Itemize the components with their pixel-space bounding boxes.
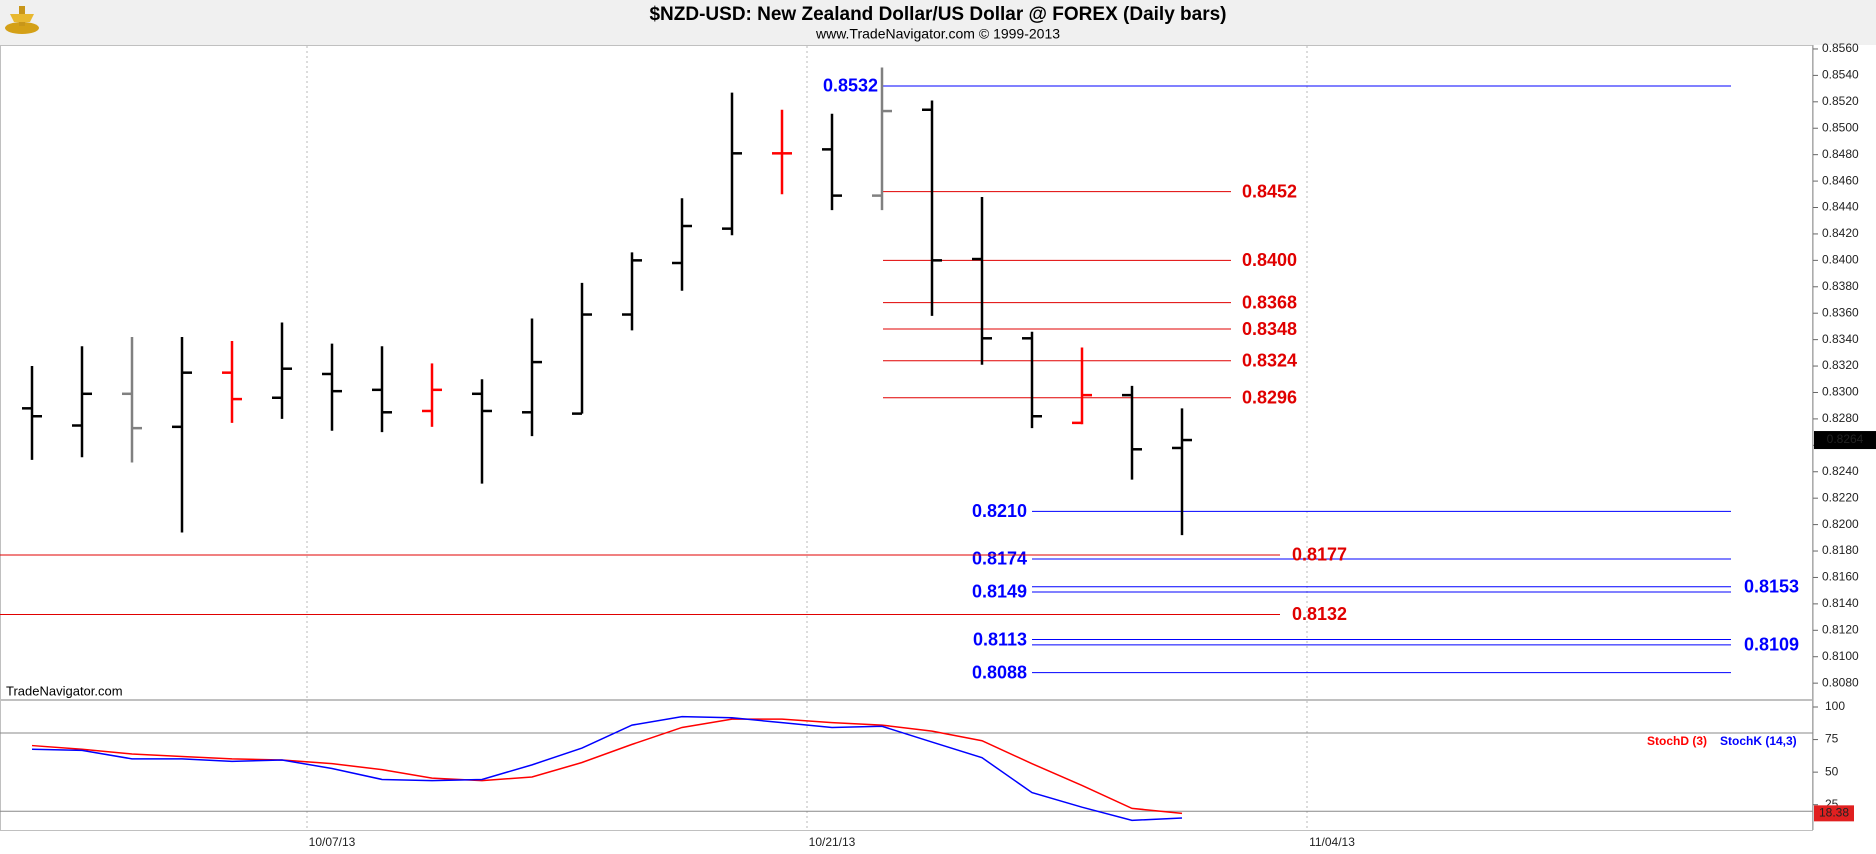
y-tick-label: 0.8540 xyxy=(1822,68,1859,82)
x-tick-label: 10/21/13 xyxy=(809,835,856,849)
level-label: 0.8452 xyxy=(1242,181,1297,201)
y-tick-label: 50 xyxy=(1825,764,1839,778)
level-label: 0.8132 xyxy=(1292,604,1347,624)
legend-entry: StochD (3) xyxy=(1647,734,1707,748)
level-label: 0.8177 xyxy=(1292,545,1347,565)
stoch-panel xyxy=(0,700,1813,831)
y-tick-label: 0.8520 xyxy=(1822,94,1859,108)
y-tick-label: 0.8380 xyxy=(1822,279,1859,293)
y-tick-label: 0.8320 xyxy=(1822,358,1859,372)
level-label: 0.8109 xyxy=(1744,635,1799,655)
y-tick-label: 0.8400 xyxy=(1822,253,1859,267)
last-price-label: 0.8264 xyxy=(1827,432,1864,446)
logo xyxy=(5,6,39,34)
y-tick-label: 0.8220 xyxy=(1822,490,1859,504)
y-tick-label: 0.8500 xyxy=(1822,120,1859,134)
level-label: 0.8532 xyxy=(823,76,878,96)
price-panel xyxy=(0,45,1813,700)
y-tick-label: 0.8440 xyxy=(1822,200,1859,214)
header-bar xyxy=(0,0,1876,45)
level-label: 0.8324 xyxy=(1242,351,1297,371)
last-value-label: 18.38 xyxy=(1819,806,1849,820)
y-tick-label: 0.8160 xyxy=(1822,570,1859,584)
y-tick-label: 0.8240 xyxy=(1822,464,1859,478)
last-price-box xyxy=(1814,431,1876,450)
y-tick-label: 75 xyxy=(1825,732,1839,746)
x-tick-label: 10/07/13 xyxy=(309,835,356,849)
y-tick-label: 0.8480 xyxy=(1822,147,1859,161)
watermark: TradeNavigator.com xyxy=(6,683,123,698)
y-tick-label: 0.8140 xyxy=(1822,596,1859,610)
level-label: 0.8368 xyxy=(1242,292,1297,312)
level-label: 0.8400 xyxy=(1242,250,1297,270)
level-label: 0.8088 xyxy=(972,662,1027,682)
level-label: 0.8149 xyxy=(972,582,1027,602)
last-value-box xyxy=(1814,805,1854,822)
x-tick-label: 11/04/13 xyxy=(1309,835,1355,849)
y-tick-label: 0.8360 xyxy=(1822,305,1859,319)
chart-title: $NZD-USD: New Zealand Dollar/US Dollar @… xyxy=(649,4,1226,25)
y-tick-label: 0.8080 xyxy=(1822,675,1859,689)
y-tick-label: 0.8300 xyxy=(1822,385,1859,399)
level-label: 0.8348 xyxy=(1242,319,1297,339)
legend-entry: StochK (14,3) xyxy=(1720,734,1797,748)
y-tick-label: 0.8560 xyxy=(1822,41,1859,55)
level-label: 0.8296 xyxy=(1242,388,1297,408)
y-tick-label: 100 xyxy=(1825,699,1845,713)
y-tick-label: 0.8340 xyxy=(1822,332,1859,346)
y-tick-label: 0.8460 xyxy=(1822,173,1859,187)
y-tick-label: 0.8100 xyxy=(1822,649,1859,663)
level-label: 0.8113 xyxy=(973,629,1027,649)
chart-subtitle: www.TradeNavigator.com © 1999-2013 xyxy=(815,26,1060,42)
level-label: 0.8153 xyxy=(1744,576,1799,596)
stoch-line xyxy=(31,715,1183,822)
level-label: 0.8210 xyxy=(972,501,1027,521)
y-tick-label: 0.8180 xyxy=(1822,543,1859,557)
y-tick-label: 0.8200 xyxy=(1822,517,1859,531)
y-tick-label: 0.8120 xyxy=(1822,622,1859,636)
level-label: 0.8174 xyxy=(972,549,1027,569)
stoch-line xyxy=(31,718,1183,815)
y-tick-label: 0.8280 xyxy=(1822,411,1859,425)
y-tick-label: 0.8420 xyxy=(1822,226,1859,240)
